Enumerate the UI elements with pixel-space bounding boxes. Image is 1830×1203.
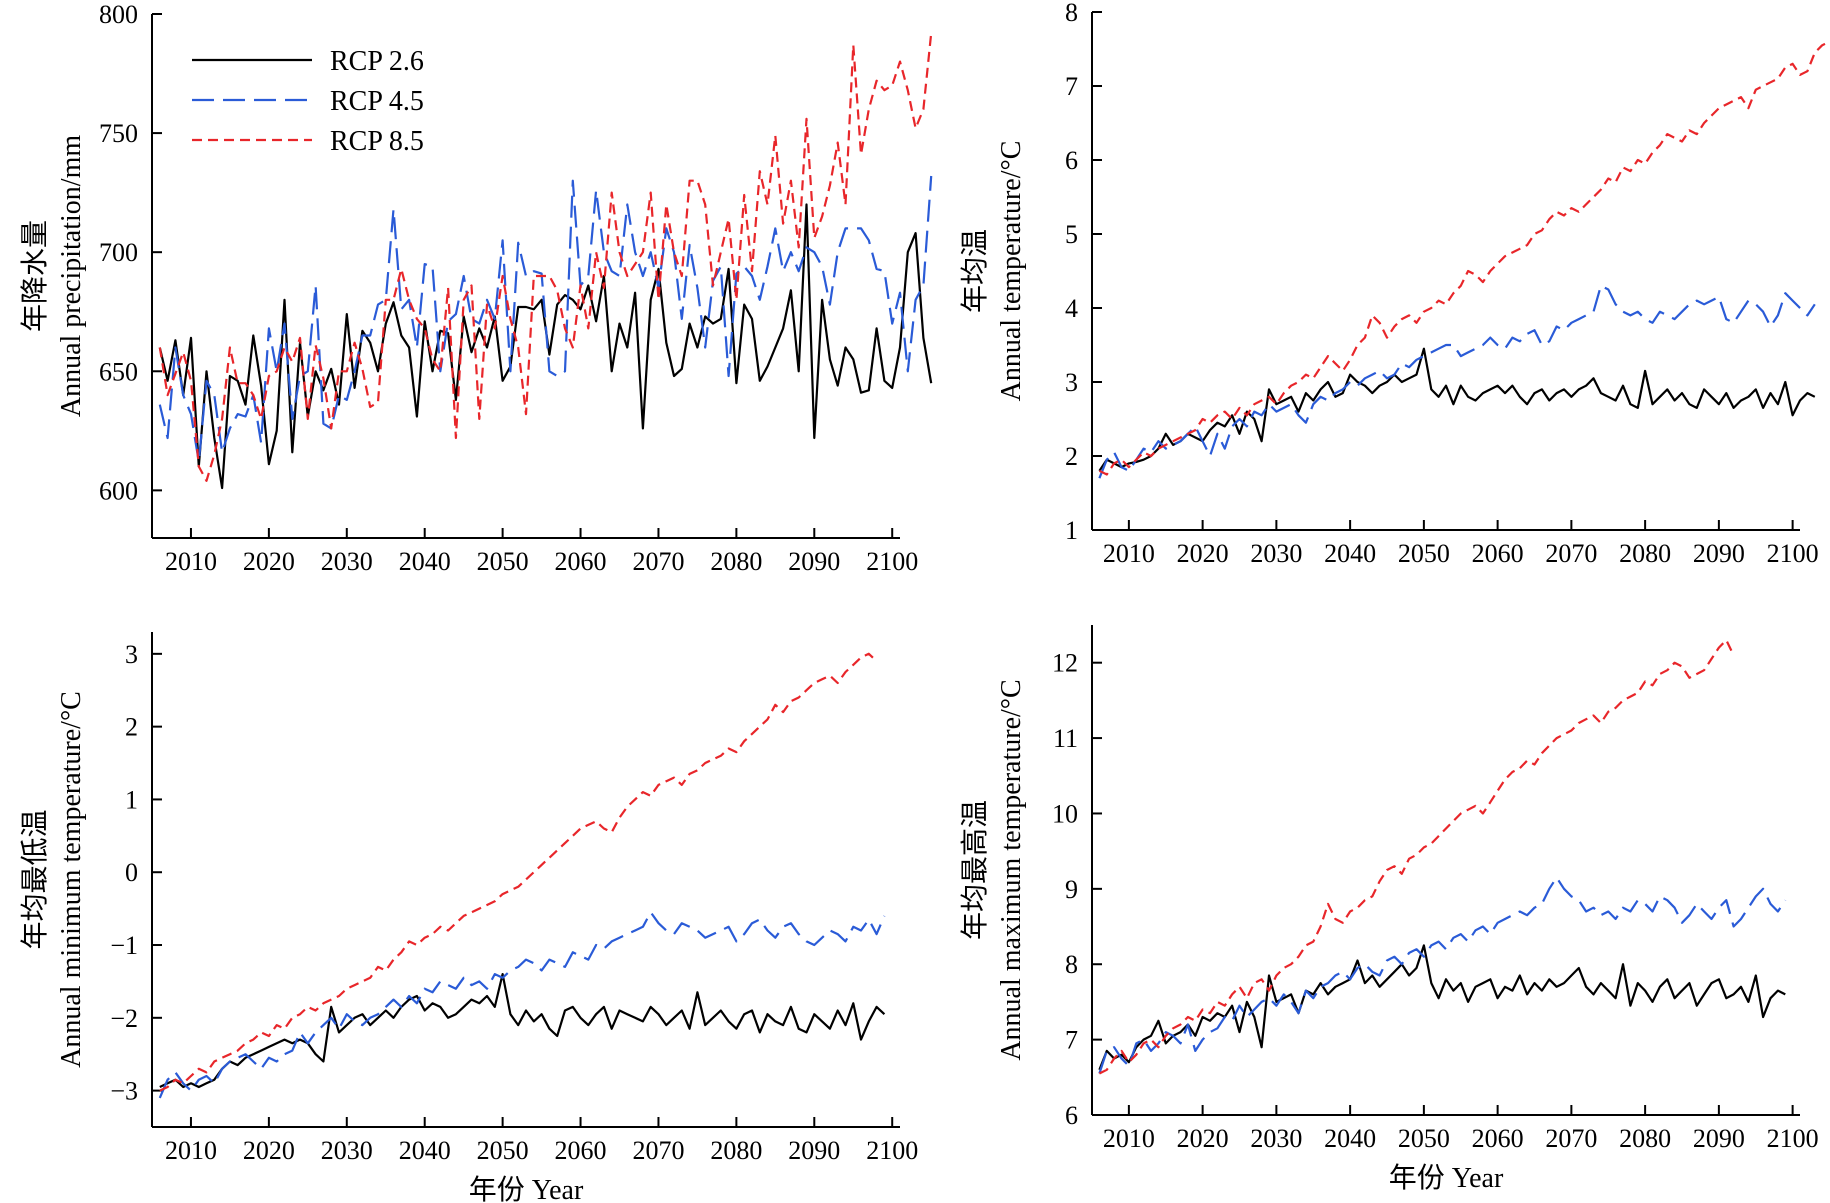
- legend-label: RCP 8.5: [330, 126, 424, 157]
- y-tick-label: −1: [110, 931, 138, 960]
- x-tick-label: 2050: [477, 1136, 529, 1165]
- x-tick-label: 2020: [1177, 1124, 1229, 1153]
- series-line-rcp26: [1098, 347, 1816, 472]
- y-tick-label: 700: [99, 238, 138, 267]
- y-tick-label: 3: [125, 640, 138, 669]
- y-tick-label: 800: [99, 0, 138, 29]
- series-line-rcp26: [159, 972, 886, 1089]
- y-tick-label: 600: [99, 476, 138, 505]
- y-tick-label: 1: [125, 785, 138, 814]
- y-axis-label-en: Annual temperature/°C: [996, 141, 1027, 402]
- x-tick-label: 2100: [866, 547, 918, 576]
- x-tick-label: 2030: [1250, 539, 1302, 568]
- y-axis-label-cn: 年降水量: [19, 220, 51, 332]
- x-tick-label: 2020: [243, 1136, 295, 1165]
- x-tick-label: 2100: [866, 1136, 918, 1165]
- x-tick-label: 2090: [1693, 1124, 1745, 1153]
- x-tick-label: 2030: [321, 547, 373, 576]
- y-axis-label-cn: 年均温: [959, 229, 991, 313]
- series-line-rcp85: [1098, 638, 1735, 1075]
- x-tick-label: 2100: [1767, 1124, 1819, 1153]
- legend-label: RCP 2.6: [330, 46, 424, 77]
- x-tick-label: 2070: [632, 547, 684, 576]
- y-axis-label-cn: 年均最低温: [19, 809, 51, 949]
- series-line-rcp45: [158, 175, 933, 463]
- y-tick-label: 7: [1065, 1026, 1078, 1055]
- legend-label: RCP 4.5: [330, 86, 424, 117]
- y-tick-label: 1: [1065, 516, 1078, 545]
- y-tick-label: 12: [1052, 649, 1078, 678]
- series-line-rcp45: [158, 911, 886, 1099]
- x-tick-label: 2080: [1619, 539, 1671, 568]
- y-tick-label: −3: [110, 1077, 138, 1106]
- x-tick-label: 2040: [399, 1136, 451, 1165]
- x-tick-label: 2040: [1324, 539, 1376, 568]
- x-tick-label: 2090: [788, 547, 840, 576]
- x-tick-label: 2060: [1472, 539, 1524, 568]
- y-tick-label: −2: [110, 1004, 138, 1033]
- y-tick-label: 2: [1065, 442, 1078, 471]
- x-tick-label: 2080: [1619, 1124, 1671, 1153]
- series-line-rcp85: [158, 32, 933, 482]
- y-tick-label: 7: [1065, 72, 1078, 101]
- x-tick-label: 2060: [1472, 1124, 1524, 1153]
- y-tick-label: 0: [125, 858, 138, 887]
- y-tick-label: 8: [1065, 950, 1078, 979]
- y-tick-label: 9: [1065, 875, 1078, 904]
- y-tick-label: 4: [1065, 294, 1078, 323]
- x-tick-label: 2080: [710, 547, 762, 576]
- x-tick-label: 2040: [399, 547, 451, 576]
- series-line-rcp26: [1098, 944, 1786, 1071]
- x-tick-label: 2070: [632, 1136, 684, 1165]
- y-axis-label-en: Annual minimum temperature/°C: [56, 691, 87, 1068]
- y-tick-label: 8: [1065, 0, 1078, 27]
- series-line-rcp85: [1098, 40, 1830, 476]
- x-tick-label: 2030: [1250, 1124, 1302, 1153]
- x-tick-label: 2060: [555, 547, 607, 576]
- y-tick-label: 5: [1065, 220, 1078, 249]
- y-tick-label: 2: [125, 713, 138, 742]
- y-tick-label: 3: [1065, 368, 1078, 397]
- x-tick-label: 2100: [1767, 539, 1819, 568]
- x-tick-label: 2040: [1324, 1124, 1376, 1153]
- y-tick-label: 650: [99, 357, 138, 386]
- y-tick-label: 11: [1053, 724, 1078, 753]
- chart-panel-4: 2010 2020 2030 2040 2050 2060 2070 2080 2090 2100…: [959, 625, 1819, 1194]
- x-tick-label: 2010: [165, 1136, 217, 1165]
- x-tick-label: 2070: [1545, 539, 1597, 568]
- x-tick-label: 2090: [788, 1136, 840, 1165]
- series-line-rcp45: [1098, 876, 1787, 1074]
- x-tick-label: 2060: [555, 1136, 607, 1165]
- x-tick-label: 2070: [1545, 1124, 1597, 1153]
- chart-panel-2: 2010 2020 2030 2040 2050 2060 2070 2080 2090 2100…: [959, 0, 1830, 568]
- chart-panel-1: 2010 2020 2030 2040 2050 2060 2070 2080 2090 2100…: [19, 0, 933, 576]
- y-axis-label-cn: 年均最高温: [959, 800, 991, 940]
- x-tick-label: 2010: [1103, 539, 1155, 568]
- x-tick-label: 2010: [165, 547, 217, 576]
- x-tick-label: 2050: [477, 547, 529, 576]
- x-tick-label: 2010: [1103, 1124, 1155, 1153]
- x-tick-label: 2020: [1177, 539, 1229, 568]
- series-line-rcp26: [158, 203, 933, 490]
- y-axis-label-en: Annual maximum temperature/°C: [996, 679, 1027, 1060]
- legend: RCP 2.6 RCP 4.5 RCP 8.5: [192, 46, 424, 157]
- x-tick-label: 2090: [1693, 539, 1745, 568]
- series-line-rcp85: [159, 652, 878, 1092]
- x-tick-label: 2050: [1398, 539, 1450, 568]
- y-tick-label: 750: [99, 119, 138, 148]
- x-tick-label: 2030: [321, 1136, 373, 1165]
- x-axis-label: 年份 Year: [1389, 1162, 1504, 1194]
- chart-panel-3: 2010 2020 2030 2040 2050 2060 2070 2080 2090 2100…: [19, 632, 918, 1203]
- y-tick-label: 6: [1065, 1101, 1078, 1130]
- x-tick-label: 2080: [710, 1136, 762, 1165]
- y-axis-label-en: Annual precipitation/mm: [56, 135, 87, 417]
- x-tick-label: 2050: [1398, 1124, 1450, 1153]
- y-tick-label: 6: [1065, 146, 1078, 175]
- x-tick-label: 2020: [243, 547, 295, 576]
- y-tick-label: 10: [1052, 799, 1078, 828]
- series-line-rcp45: [1098, 284, 1816, 479]
- x-axis-label: 年份 Year: [469, 1174, 584, 1203]
